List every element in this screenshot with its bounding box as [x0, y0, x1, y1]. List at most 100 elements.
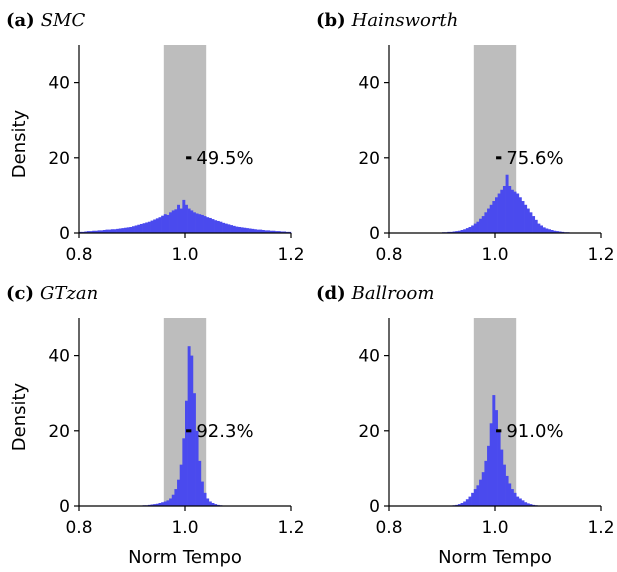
panel-3-y-axis-label: Density — [9, 382, 30, 451]
panel-2-bar — [537, 223, 541, 233]
panel-2-y-tick-label: 40 — [358, 74, 380, 94]
panel-1-bar — [190, 210, 194, 233]
panel-4-x-tick-label: 1.2 — [587, 518, 614, 538]
panel-4-x-tick-label: 0.8 — [375, 518, 402, 538]
panel-1-bar — [113, 229, 117, 233]
panel-2-bar — [558, 231, 562, 233]
panel-2-bar — [481, 216, 485, 233]
panel-4-bar — [481, 472, 485, 506]
panel-1-bar — [182, 199, 186, 233]
panel-1-title-name: SMC — [41, 10, 86, 31]
panel-4-bar — [513, 492, 517, 506]
panel-3-bar — [163, 501, 167, 506]
panel-2-bar — [495, 197, 498, 233]
panel-4-bar — [502, 464, 506, 506]
panel-1-bar — [227, 224, 231, 233]
panel-4-bar — [471, 492, 475, 506]
panel-1-bar — [171, 210, 175, 233]
panel-2-bar — [505, 174, 509, 233]
panel-2-bar — [529, 212, 533, 233]
panel-1-bar — [251, 228, 255, 233]
panel-3-x-tick-label: 1.2 — [277, 518, 304, 538]
panel-4-y-tick-label: 40 — [358, 347, 380, 367]
panel-2-bar — [479, 218, 483, 233]
panel-3-bar — [203, 492, 207, 506]
panel-2-bar — [473, 223, 477, 233]
panel-1-bar — [92, 230, 96, 233]
panel-2-bar — [545, 228, 549, 233]
panel-2-bar — [518, 197, 522, 233]
panel-2-bar — [521, 201, 525, 233]
panel-3-bar — [206, 498, 210, 506]
panel-3-bar — [198, 460, 202, 506]
panel-4-bar — [518, 498, 522, 506]
panel-2-x-tick-label: 1.2 — [587, 245, 614, 265]
panel-1-bar — [94, 230, 98, 233]
panel-4-y-tick-label: 20 — [358, 422, 380, 442]
panel-3-percentage-label: 92.3% — [196, 421, 253, 442]
panel-4-bar — [524, 502, 528, 506]
panel-1-bar — [121, 228, 125, 233]
panel-2-bar — [460, 229, 464, 233]
panel-3-bar — [155, 503, 159, 506]
panel-1-bar — [161, 215, 165, 233]
panel-4-title-letter: (d) — [316, 283, 346, 304]
panel-3-bar — [150, 504, 154, 506]
panel-1-bar — [269, 230, 273, 233]
panel-3-bar — [190, 355, 194, 506]
panel-1-bar — [240, 227, 244, 233]
panel-4-bar — [463, 501, 467, 506]
panel-1-bar — [264, 230, 268, 233]
panel-1-bar — [256, 229, 260, 233]
panel-1-title-letter: (a) — [6, 10, 35, 31]
panel-1-bar — [206, 217, 210, 233]
panel-2-bar — [489, 204, 493, 233]
panel-2-bar — [550, 229, 554, 233]
panel-3-bar — [187, 346, 191, 506]
panel-4-bar — [487, 445, 490, 506]
panel-1-bar — [177, 204, 180, 233]
panel-4-bar — [479, 479, 483, 506]
panel-4-title-name: Ballroom — [351, 283, 435, 304]
panel-1-y-tick-label: 0 — [59, 224, 70, 244]
panel-1-bar — [126, 227, 130, 233]
panel-1-bar — [102, 229, 106, 233]
panel-1-bar — [89, 231, 93, 233]
panel-1-bar — [238, 226, 241, 233]
panel-2-title-name: Hainsworth — [351, 10, 459, 31]
panel-1-bar — [153, 219, 157, 233]
panel-2-bar — [484, 212, 488, 233]
panel-2-bar — [526, 208, 530, 233]
panel-1-bar — [158, 217, 162, 233]
panel-1-bar — [219, 221, 223, 233]
panel-2-bar — [471, 225, 475, 233]
panel-4-bar — [489, 423, 493, 506]
panel-3-y-tick-label: 0 — [59, 497, 70, 517]
panel-1-bar — [110, 229, 114, 233]
panel-1-bar — [208, 217, 212, 233]
panel-3-bar — [200, 481, 204, 506]
panel-4-bar — [510, 489, 514, 506]
panel-1-bar — [272, 230, 276, 233]
panel-1-bar — [214, 220, 218, 233]
panel-2-bar — [468, 226, 472, 233]
panel-1-bar — [105, 229, 109, 233]
panel-2-y-tick-label: 0 — [369, 224, 380, 244]
panel-3-bar — [214, 504, 218, 506]
panel-4-y-tick-label: 0 — [369, 497, 380, 517]
panel-4-bar — [460, 502, 464, 506]
panel-1-bar — [283, 231, 286, 233]
panel-2-bar — [540, 225, 543, 233]
panel-1-bar — [134, 225, 138, 233]
panel-1-bar — [100, 230, 104, 233]
panel-3-bar — [158, 502, 162, 506]
panel-3-title-letter: (c) — [6, 283, 34, 304]
panel-1-bar — [108, 229, 112, 233]
panel-4-bar — [473, 489, 477, 506]
panel-1-bar — [84, 231, 88, 233]
panel-1-bar — [261, 229, 265, 233]
panel-1-bar — [253, 229, 257, 233]
panel-1-bar — [187, 208, 191, 233]
panel-1-bar — [259, 229, 263, 233]
